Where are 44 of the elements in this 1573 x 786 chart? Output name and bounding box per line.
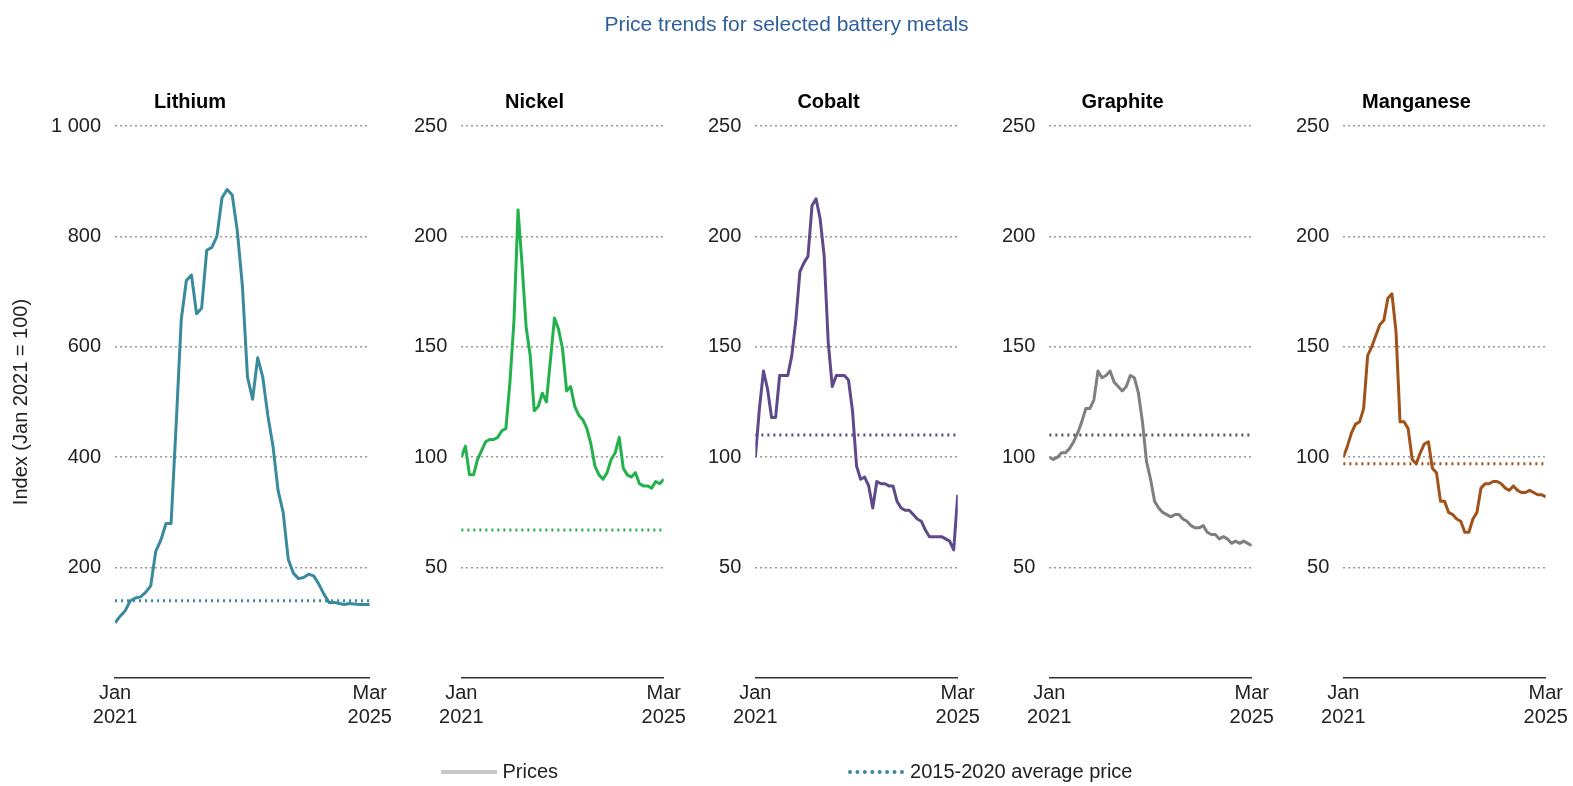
x-tick-label: Jan 2021 [439, 680, 484, 727]
y-tick-label: 100 [413, 444, 448, 467]
chart-title: Manganese [1362, 89, 1471, 112]
y-tick-label: 200 [1295, 223, 1330, 246]
x-tick-label: Jan 2021 [1321, 680, 1366, 727]
y-tick-label: 200 [1001, 223, 1036, 246]
y-tick-label: 1 000 [50, 113, 102, 136]
chart-title: Graphite [1081, 89, 1164, 112]
y-axis-title: Index (Jan 2021 = 100) [8, 298, 31, 506]
x-tick-label: Mar 2025 [1523, 680, 1568, 727]
y-tick-label: 100 [1295, 444, 1330, 467]
x-tick-label: Mar 2025 [1229, 680, 1274, 727]
y-tick-label: 200 [67, 555, 102, 578]
y-tick-label: 150 [413, 334, 448, 357]
x-tick-label: Jan 2021 [92, 680, 138, 727]
y-tick-label: 600 [67, 334, 102, 357]
y-tick-label: 150 [1295, 334, 1330, 357]
y-tick-label: 250 [413, 113, 448, 136]
text: Price trends for selected battery metals [603, 11, 970, 37]
text: 2015-2020 average price [910, 760, 1133, 783]
y-tick-label: 100 [1001, 444, 1036, 467]
y-tick-label: 50 [1013, 555, 1036, 578]
y-tick-label: 250 [707, 113, 742, 136]
y-tick-label: 100 [707, 444, 742, 467]
y-tick-label: 150 [1001, 334, 1036, 357]
text: Prices [502, 760, 559, 783]
y-tick-label: 250 [1001, 113, 1036, 136]
y-tick-label: 50 [719, 555, 742, 578]
x-tick-label: Mar 2025 [347, 680, 392, 727]
chart-title: Lithium [153, 89, 227, 112]
y-tick-label: 150 [707, 334, 742, 357]
chart-title: Nickel [505, 89, 564, 112]
x-tick-label: Jan 2021 [733, 680, 778, 727]
x-tick-label: Mar 2025 [935, 680, 980, 727]
y-tick-label: 200 [413, 223, 448, 246]
y-tick-label: 800 [67, 223, 102, 246]
y-tick-label: 250 [1295, 113, 1330, 136]
chart-title: Cobalt [797, 89, 860, 112]
y-tick-label: 50 [1307, 555, 1330, 578]
y-tick-label: 400 [67, 444, 102, 467]
y-tick-label: 50 [425, 555, 448, 578]
x-tick-label: Jan 2021 [1027, 680, 1072, 727]
y-tick-label: 200 [707, 223, 742, 246]
x-tick-label: Mar 2025 [641, 680, 686, 727]
